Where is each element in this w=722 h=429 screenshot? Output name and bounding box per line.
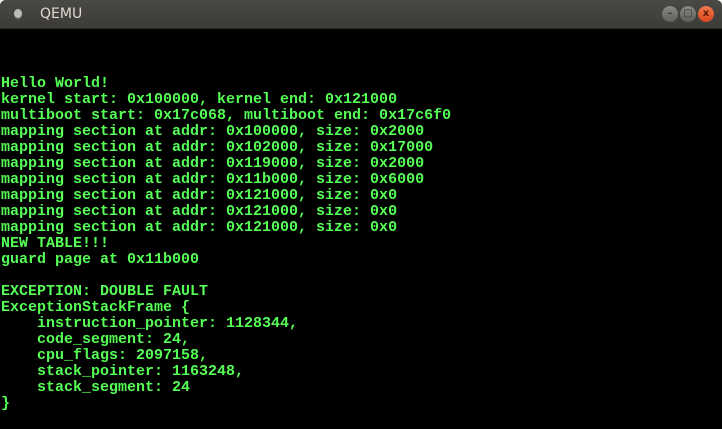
console-line: stack_segment: 24 bbox=[1, 379, 191, 396]
console-line: mapping section at addr: 0x119000, size:… bbox=[1, 155, 425, 172]
title-bar[interactable]: QEMU – □ x bbox=[0, 0, 722, 29]
console-line: kernel start: 0x100000, kernel end: 0x12… bbox=[1, 91, 398, 108]
console-line: stack_pointer: 1163248, bbox=[1, 363, 245, 380]
console-line: code_segment: 24, bbox=[1, 331, 191, 348]
console-line: multiboot start: 0x17c068, multiboot end… bbox=[1, 107, 452, 124]
console-line: ExceptionStackFrame { bbox=[1, 299, 191, 316]
console-line: NEW TABLE!!! bbox=[1, 235, 110, 252]
console-line bbox=[1, 267, 451, 283]
console-line: mapping section at addr: 0x102000, size:… bbox=[1, 139, 434, 156]
console-line: mapping section at addr: 0x121000, size:… bbox=[1, 187, 398, 204]
console-line: instruction_pointer: 1128344, bbox=[1, 315, 299, 332]
console-line: mapping section at addr: 0x121000, size:… bbox=[1, 219, 398, 236]
maximize-button[interactable]: □ bbox=[680, 6, 696, 22]
close-button[interactable]: x bbox=[698, 6, 714, 22]
console-line: cpu_flags: 2097158, bbox=[1, 347, 209, 364]
console-line: EXCEPTION: DOUBLE FAULT bbox=[1, 283, 209, 300]
console-line: mapping section at addr: 0x121000, size:… bbox=[1, 203, 398, 220]
minimize-button[interactable]: – bbox=[662, 6, 678, 22]
console-line: mapping section at addr: 0x11b000, size:… bbox=[1, 171, 425, 188]
vga-text-screen[interactable]: Hello World! kernel start: 0x100000, kern… bbox=[0, 29, 722, 429]
window-title: QEMU bbox=[40, 6, 83, 22]
qemu-app-icon bbox=[14, 9, 22, 18]
console-line: mapping section at addr: 0x100000, size:… bbox=[1, 123, 425, 140]
console-line: } bbox=[1, 395, 11, 412]
console-line: guard page at 0x11b000 bbox=[1, 251, 200, 268]
console-line: Hello World! bbox=[1, 75, 110, 92]
console-output: Hello World! kernel start: 0x100000, kern… bbox=[1, 75, 452, 412]
